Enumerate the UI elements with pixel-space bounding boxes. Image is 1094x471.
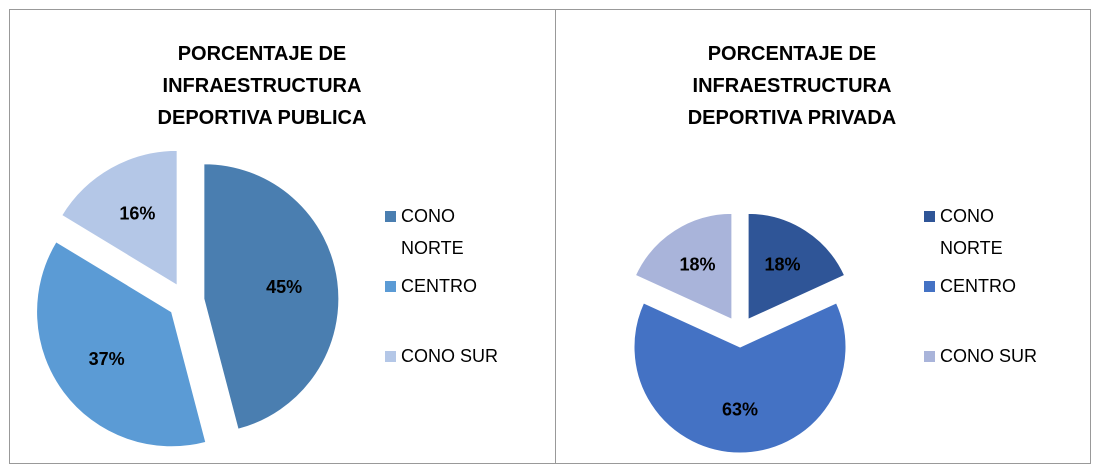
legend-label: CENTRO [940, 276, 1016, 296]
legend-item: CONO SUR [385, 340, 515, 404]
legend-label: CONO NORTE [401, 206, 464, 258]
legend-label: CONO NORTE [940, 206, 1003, 258]
data-label: 18% [764, 255, 800, 275]
legend-swatch [385, 281, 396, 292]
data-label: 18% [679, 255, 715, 275]
legend-swatch [924, 351, 935, 362]
data-label: 37% [89, 349, 125, 369]
chart-title: PORCENTAJE DE INFRAESTRUCTURA DEPORTIVA … [687, 43, 897, 129]
legend-label: CENTRO [401, 276, 477, 296]
data-label: 45% [266, 277, 302, 297]
pie-slice [61, 149, 178, 287]
legend-swatch [924, 211, 935, 222]
pie-slice [634, 212, 733, 321]
pie-slice [747, 212, 846, 321]
legend-swatch [385, 211, 396, 222]
pie-slice [633, 302, 847, 454]
legend-item: CENTRO [924, 270, 1054, 334]
legend-item: CONO NORTE [385, 200, 515, 264]
chart-panel: 45% 37% 16% CONO NORTE CENTRO CONO SUR PORCENT… [9, 9, 556, 464]
legend-item: CENTRO [385, 270, 515, 334]
data-label: 63% [722, 399, 758, 419]
legend-label: CONO SUR [940, 346, 1038, 366]
chart-panel: 18% 63% 18% CONO NORTE CENTRO CONO SUR PORCENT… [555, 9, 1091, 464]
pie-chart: 45% 37% 16% [36, 149, 340, 448]
legend-swatch [924, 281, 935, 292]
legend-swatch [385, 351, 396, 362]
data-label: 16% [119, 203, 155, 223]
pie-chart: 18% 63% 18% [633, 212, 847, 454]
chart-title: PORCENTAJE DE INFRAESTRUCTURA DEPORTIVA … [157, 43, 367, 129]
legend-item: CONO NORTE [924, 200, 1054, 264]
legend-label: CONO SUR [401, 346, 499, 366]
pie-slice [36, 241, 207, 448]
legend-item: CONO SUR [924, 340, 1054, 404]
pie-slice [203, 163, 340, 430]
